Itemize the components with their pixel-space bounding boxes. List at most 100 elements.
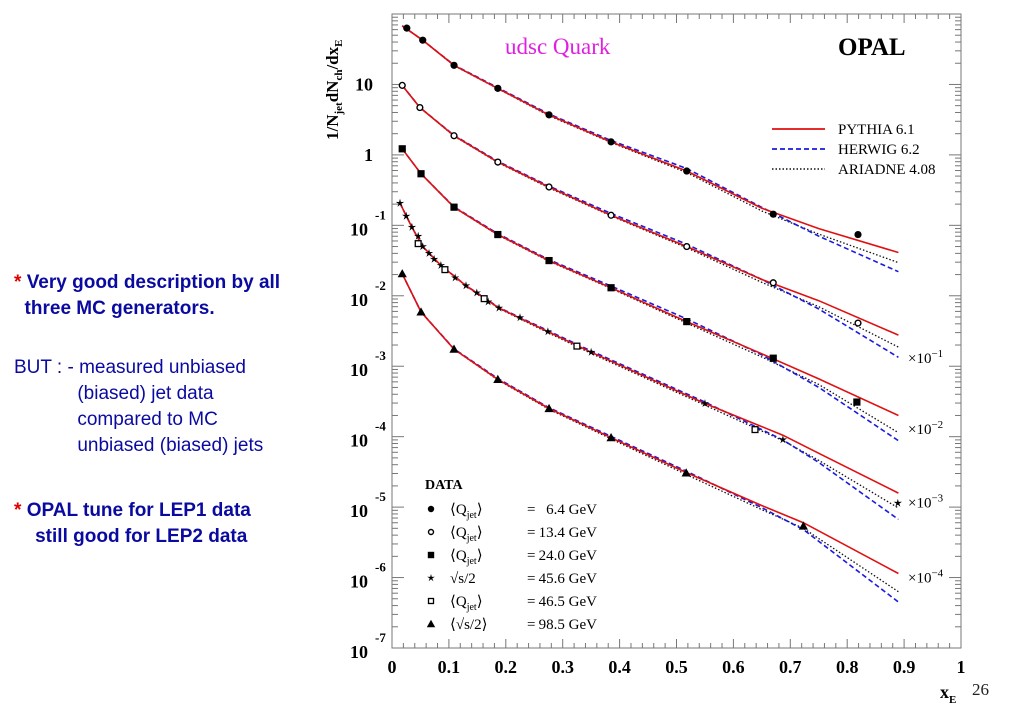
y-tick-exponent: -5 xyxy=(375,489,386,504)
data-point-circle-open xyxy=(398,81,406,89)
data-point-square-filled xyxy=(545,256,553,265)
data-point-square-open xyxy=(441,266,449,274)
data-points xyxy=(395,24,902,530)
data-point-circle-open xyxy=(854,319,862,327)
legend-entry-value: 98.5 GeV xyxy=(539,617,597,633)
note-3-bullet: * xyxy=(14,500,22,521)
note-1: * Very good description by all three MC … xyxy=(14,270,280,322)
x-tick-label: 0.9 xyxy=(893,657,916,677)
note-1-bullet: * xyxy=(14,272,22,293)
data-point-star xyxy=(424,249,434,257)
data-point-triangle-filled xyxy=(397,269,407,278)
data-point-square-filled xyxy=(494,230,502,239)
data-point-star xyxy=(429,254,439,263)
y-tick-label: 10 xyxy=(350,642,368,662)
slide-notes: * Very good description by all three MC … xyxy=(0,0,350,708)
x-axis-label: xE xyxy=(940,682,956,706)
data-point-star xyxy=(418,242,427,251)
data-point-star xyxy=(407,222,417,231)
chart-title: udsc Quark xyxy=(505,34,611,59)
legend-entry-label: ⟨Qjet⟩ xyxy=(450,502,483,521)
legend-marker-star xyxy=(427,574,435,582)
axes: 0 0.1 0.2 0.3 0.4 0.5 0.6 0.7 0.8 0.9 1 10 1 10 -1 10 -2… xyxy=(350,13,966,677)
data-legend: DATA⟨Qjet⟩ = 6.4 GeV⟨Qjet⟩ = 13.4 GeV⟨Qjet⟩ =… xyxy=(425,478,597,633)
y-tick-label: 10 xyxy=(350,360,368,380)
x-tick-label: 0.4 xyxy=(608,657,631,677)
data-point-circle-open xyxy=(683,242,691,251)
legend-marker-square-open xyxy=(427,597,435,605)
legend-entry-equals: = xyxy=(527,594,535,610)
data-point-square-filled xyxy=(398,145,406,153)
data-point-circle-filled xyxy=(769,210,777,218)
note-2: BUT : - measured unbiased (biased) jet d… xyxy=(14,355,263,459)
legend-entry-value: 6.4 GeV xyxy=(546,502,597,518)
data-legend-title: DATA xyxy=(425,478,463,493)
note-3-text: OPAL tune for LEP1 data still good for L… xyxy=(26,500,251,547)
x-tick-label: 0.3 xyxy=(551,657,574,677)
data-point-star xyxy=(402,211,411,220)
note-2-text: BUT : - measured unbiased (biased) jet d… xyxy=(14,357,264,456)
page-number: 26 xyxy=(972,680,989,699)
data-point-triangle-filled xyxy=(798,521,808,530)
y-tick-label: 10 xyxy=(350,501,368,521)
mc-legend: PYTHIA 6.1 HERWIG 6.2 ARIADNE 4.08 xyxy=(772,122,936,178)
scale-factor-label: ×10−3 xyxy=(908,493,944,512)
mc-curve-herwig-3 xyxy=(401,148,899,442)
scale-factor-label: ×10−1 xyxy=(908,348,943,367)
y-axis-label: 1/NjetdNch/dxE xyxy=(323,40,345,140)
legend-marker-circle-filled xyxy=(427,505,435,513)
legend-entry-value: 13.4 GeV xyxy=(539,525,597,541)
x-tick-label: 1 xyxy=(957,657,966,677)
mc-curve-pythia-5 xyxy=(401,273,899,575)
y-tick-exponent: -6 xyxy=(375,560,386,575)
data-point-star xyxy=(461,281,471,290)
data-point-triangle-filled xyxy=(544,403,554,413)
data-point-triangle-filled xyxy=(606,433,616,442)
data-point-star xyxy=(414,231,423,240)
data-point-star xyxy=(436,261,446,269)
data-point-circle-open xyxy=(494,158,502,166)
data-point-circle-filled xyxy=(854,230,862,239)
x-tick-label: 0.7 xyxy=(779,657,802,677)
data-point-circle-filled xyxy=(403,24,411,32)
y-tick-exponent: -3 xyxy=(375,348,386,363)
legend-entry-label: ⟨Qjet⟩ xyxy=(450,548,483,567)
data-point-star xyxy=(472,288,481,297)
mc-curve-pythia-1 xyxy=(401,25,899,254)
legend-marker-triangle-filled xyxy=(426,619,436,628)
y-axis-label-text: 1/NjetdNch/dxE xyxy=(323,40,345,140)
data-point-square-filled xyxy=(769,354,777,362)
x-tick-label: 0.8 xyxy=(836,657,859,677)
mc-curve-ariadne-5 xyxy=(401,273,899,593)
scale-annotations: ×10−1 ×10−2 ×10−3 ×10−4 xyxy=(908,348,944,586)
y-tick-exponent: -7 xyxy=(375,630,386,645)
mc-curve-herwig-4 xyxy=(399,202,899,521)
data-point-square-filled xyxy=(450,203,458,211)
data-point-square-filled xyxy=(417,170,425,178)
mc-curve-pythia-2 xyxy=(401,84,899,336)
legend-marker-circle-open xyxy=(427,528,435,536)
x-tick-label: 0 xyxy=(388,657,397,677)
legend-label: PYTHIA 6.1 xyxy=(838,122,915,138)
legend-entry-equals: = xyxy=(527,548,535,564)
data-point-star xyxy=(543,327,553,336)
data-point-circle-open xyxy=(769,279,777,287)
mc-curve-ariadne-1 xyxy=(401,25,899,264)
scale-factor-label: ×10−4 xyxy=(908,567,944,586)
data-point-triangle-filled xyxy=(493,374,503,384)
data-point-circle-filled xyxy=(545,111,553,119)
data-point-circle-open xyxy=(545,183,553,191)
data-point-square-filled xyxy=(683,317,691,326)
data-point-star xyxy=(700,399,710,407)
y-tick-label: 10 xyxy=(350,219,368,239)
data-point-triangle-filled xyxy=(416,307,426,316)
x-tick-label: 0.1 xyxy=(438,657,461,677)
legend-entry-equals: = xyxy=(527,525,535,541)
data-point-triangle-filled xyxy=(681,468,691,477)
data-point-triangle-filled xyxy=(449,344,459,353)
data-point-star xyxy=(395,198,405,207)
legend-entry-label: ⟨√s/2⟩ xyxy=(450,617,487,633)
data-point-square-open xyxy=(480,295,488,303)
mc-curves xyxy=(399,25,899,603)
